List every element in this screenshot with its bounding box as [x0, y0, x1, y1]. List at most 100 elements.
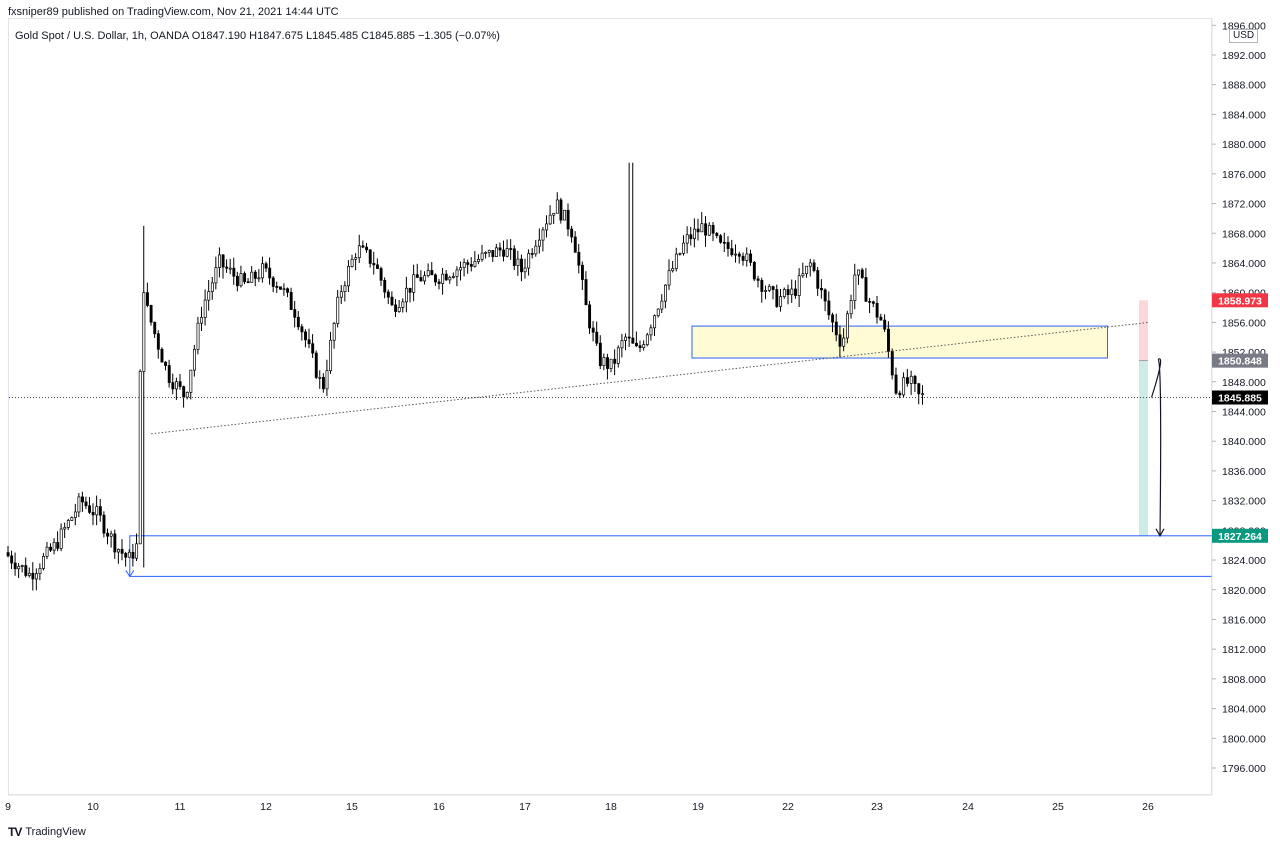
- candle-body: [27, 572, 31, 576]
- candle-body: [480, 252, 484, 260]
- time-tick-label: 11: [175, 801, 186, 813]
- candle-body: [548, 214, 552, 225]
- candle-body: [520, 258, 523, 273]
- price-tick-label: 1896.000: [1222, 20, 1266, 32]
- currency-label[interactable]: USD: [1229, 29, 1259, 43]
- candle-body: [203, 299, 207, 318]
- candle-body: [343, 285, 347, 292]
- candle-body: [523, 267, 527, 273]
- candle-body: [117, 549, 120, 553]
- stop-loss-zone[interactable]: [1139, 300, 1148, 361]
- candle-body: [423, 275, 427, 282]
- candle-body: [494, 247, 498, 257]
- candle-body: [704, 223, 708, 236]
- candle-body: [52, 542, 56, 551]
- candle-body: [598, 342, 602, 366]
- candle-body: [642, 344, 646, 348]
- candle-body: [563, 209, 566, 221]
- candle-body: [527, 253, 531, 269]
- price-tick-label: 1824.000: [1222, 555, 1266, 567]
- candle-body: [779, 296, 783, 307]
- candle-body: [426, 270, 430, 277]
- candle-body: [602, 357, 606, 366]
- candle-body: [81, 496, 84, 503]
- candle-body: [394, 304, 398, 312]
- candle-body: [696, 228, 700, 233]
- supply-zone-rect[interactable]: [691, 325, 1108, 359]
- candle-body: [304, 331, 307, 341]
- candle-body: [656, 308, 660, 317]
- footer-brand: TV TradingView: [8, 825, 86, 839]
- candle-body: [505, 248, 509, 257]
- candle-body: [49, 546, 53, 551]
- candle-body: [451, 276, 455, 278]
- candle-body: [584, 279, 588, 306]
- candle-body: [616, 347, 620, 364]
- demand-zone-rect[interactable]: [129, 535, 1213, 577]
- candle-body: [797, 275, 801, 296]
- candle-body: [415, 274, 419, 278]
- candle-body: [91, 512, 95, 516]
- candle-body: [552, 212, 556, 216]
- time-axis[interactable]: 9 10 11 12 15 16 17 18 19 22 23 24 25 26: [5, 794, 1212, 813]
- candle-body: [860, 269, 864, 278]
- candle-body: [756, 278, 760, 281]
- price-tick-label: 1836.000: [1222, 466, 1266, 478]
- candle-body: [570, 228, 574, 238]
- candle-body: [689, 234, 693, 240]
- candle-body: [182, 386, 186, 398]
- candle-body: [314, 352, 318, 378]
- candle-body: [347, 266, 350, 287]
- candle-body: [491, 250, 495, 257]
- candle-body: [63, 527, 67, 530]
- price-tick-label: 1868.000: [1222, 228, 1266, 240]
- candle-body: [318, 376, 322, 379]
- candle-body: [512, 248, 516, 266]
- trend-line[interactable]: [151, 321, 1150, 435]
- candle-body: [221, 254, 225, 268]
- candle-body: [890, 351, 894, 376]
- candle-body: [849, 300, 853, 315]
- price-tick-label: 1804.000: [1222, 704, 1266, 716]
- candle-body: [812, 262, 816, 271]
- candle-body: [419, 277, 423, 282]
- candle-body: [831, 314, 835, 323]
- candle-body: [921, 393, 925, 396]
- projection-arrow-path[interactable]: [1150, 358, 1162, 536]
- candle-body: [135, 543, 139, 559]
- time-tick-label: 17: [519, 801, 531, 813]
- candle-body: [339, 291, 343, 298]
- candle-body: [106, 532, 110, 537]
- candle-body: [282, 288, 286, 291]
- arrow-head-icon: [1155, 528, 1165, 538]
- price-tick-label: 1856.000: [1222, 317, 1266, 329]
- candle-body: [275, 286, 279, 288]
- time-tick-label: 10: [87, 801, 99, 813]
- price-tick-label: 1816.000: [1222, 614, 1266, 626]
- candle-body: [455, 269, 459, 277]
- time-tick-label: 15: [346, 801, 358, 813]
- candle-body: [462, 262, 466, 268]
- price-tag-box: [1212, 293, 1268, 308]
- candle-body: [875, 302, 879, 318]
- candle-body: [365, 246, 369, 251]
- brand-label: TradingView: [25, 826, 86, 838]
- candle-body: [448, 277, 452, 281]
- candle-body: [794, 288, 797, 296]
- candle-body: [726, 242, 730, 249]
- candle-body: [749, 253, 753, 263]
- published-by-text: fxsniper89 published on TradingView.com,…: [8, 6, 339, 18]
- candle-body: [559, 199, 563, 221]
- candle-body: [372, 263, 376, 266]
- candle-body: [509, 248, 513, 250]
- take-profit-zone[interactable]: [1139, 360, 1148, 536]
- price-axis[interactable]: 1896.000 1892.000 1888.000 1884.000 1880.000…: [1211, 18, 1266, 795]
- time-tick-label: 23: [871, 801, 883, 813]
- price-tick-label: 1812.000: [1222, 644, 1266, 656]
- candle-body: [555, 199, 559, 214]
- candle-body: [685, 234, 689, 244]
- candle-body: [775, 289, 779, 307]
- candle-body: [350, 258, 354, 267]
- candle-body: [379, 268, 383, 281]
